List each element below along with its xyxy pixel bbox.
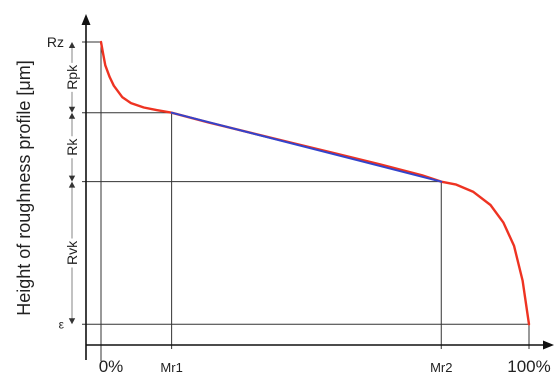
y-axis-arrow <box>81 14 91 25</box>
y-tick-label-epsilon: ε <box>59 317 65 331</box>
x-tick-label-mr1: Mr1 <box>160 360 182 375</box>
dimension-arrow-rk-bottom <box>68 175 76 182</box>
dimension-arrow-rpk-bottom <box>68 106 76 113</box>
dimension-arrow-rpk-top <box>68 42 76 48</box>
guide-lines <box>68 41 530 361</box>
series-group <box>99 40 531 326</box>
material-ratio-curve <box>99 40 531 326</box>
y-axis-label: Height of roughness profile [μm] <box>14 60 34 316</box>
x-tick-label-100pct: 100% <box>507 357 550 376</box>
dimension-arrow-rk-top <box>68 112 76 119</box>
tick-labels: Rpk Rk Rvk Rz ε 0% Mr1 Mr2 100% <box>47 34 551 376</box>
dimension-arrow-rvk-bottom <box>68 318 76 325</box>
dimension-arrow-rvk-top <box>68 181 76 188</box>
axes <box>81 14 554 360</box>
region-label-rvk: Rvk <box>64 240 80 265</box>
region-label-rpk: Rpk <box>64 64 80 90</box>
core-secant-line <box>170 111 443 183</box>
x-axis-arrow <box>543 340 554 350</box>
x-tick-label-0pct: 0% <box>99 357 124 376</box>
y-tick-label-rz: Rz <box>47 34 64 50</box>
x-tick-label-mr2: Mr2 <box>430 360 452 375</box>
region-label-rk: Rk <box>64 138 80 156</box>
